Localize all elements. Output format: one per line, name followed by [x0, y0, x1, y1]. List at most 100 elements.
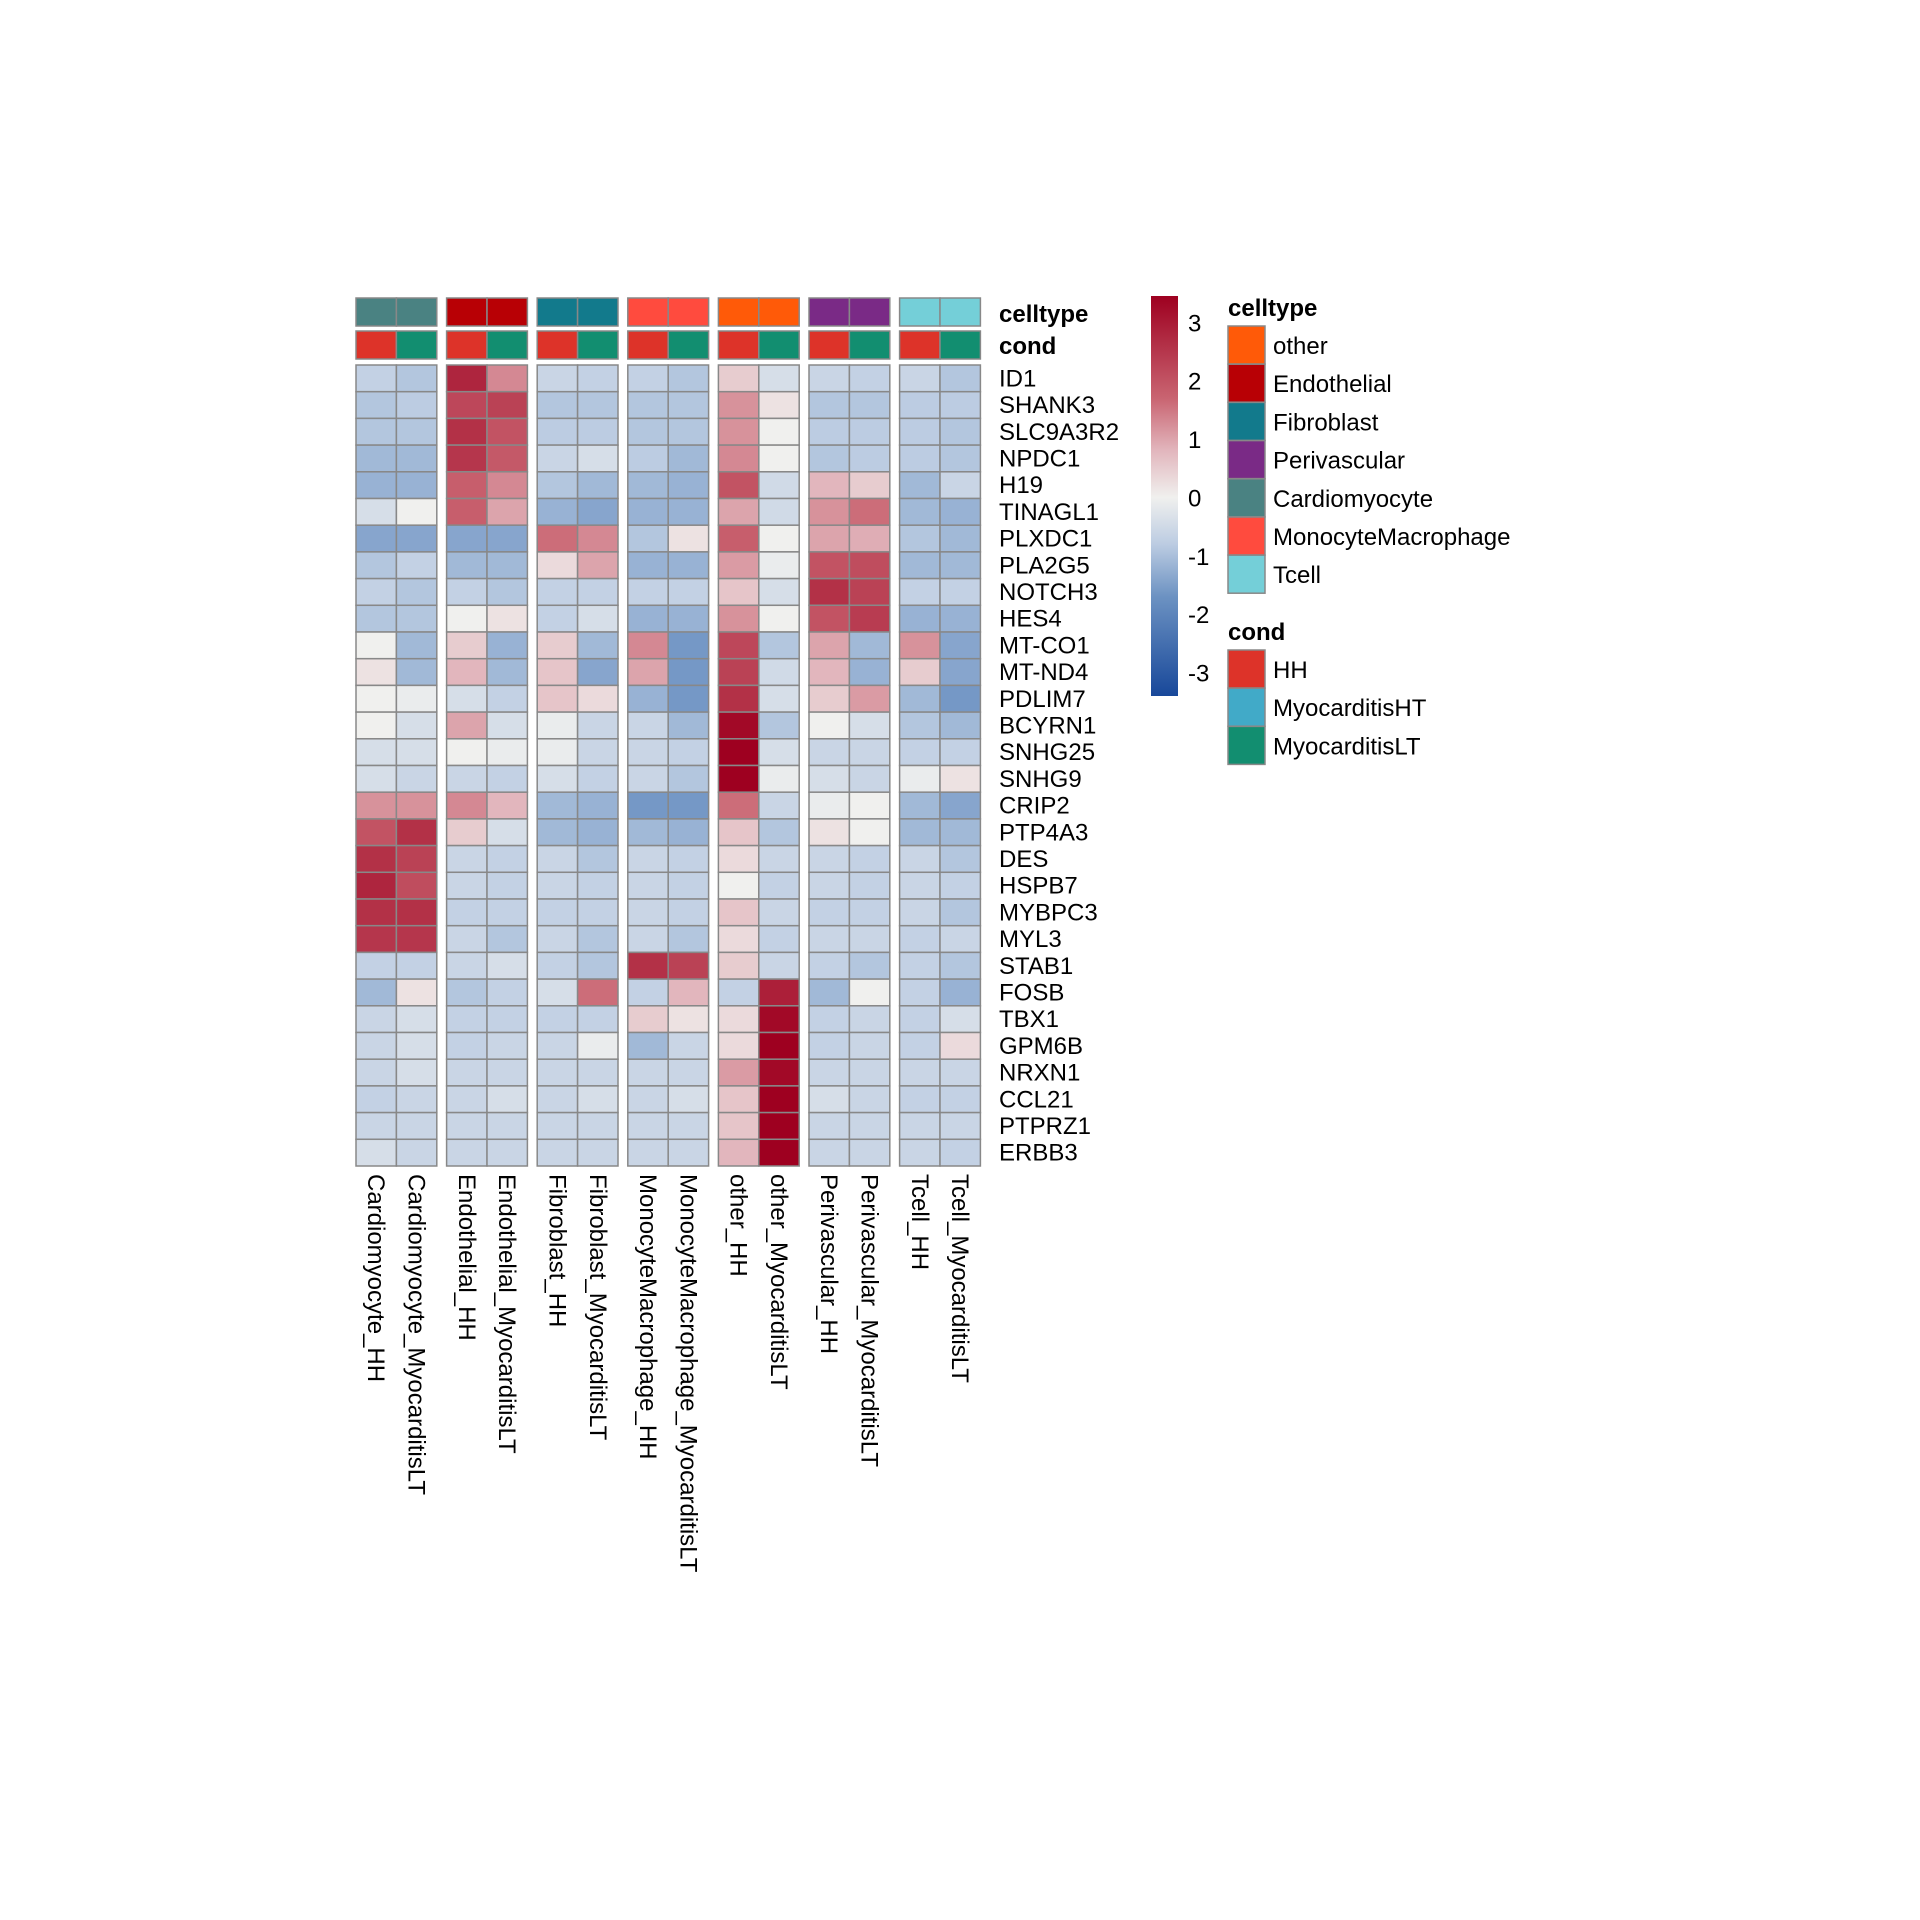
heatmap-cell: [939, 524, 982, 553]
heatmap-cell: [576, 764, 619, 793]
heatmap-cell: [808, 577, 851, 607]
heatmap-cell: [808, 1111, 851, 1141]
heatmap-cell: [808, 898, 851, 927]
heatmap-cell: [758, 1005, 800, 1034]
heatmap-cell: [627, 978, 669, 1007]
heatmap-cell: [445, 1085, 488, 1114]
row-label: PLXDC1: [999, 526, 1092, 553]
heatmap-cell: [486, 764, 529, 793]
heatmap-cell: [355, 684, 398, 713]
cond-annotation-cell: [758, 330, 800, 360]
heatmap-cell: [355, 1111, 398, 1141]
heatmap-cell: [627, 497, 669, 526]
heatmap-cell: [486, 471, 529, 500]
heatmap-cell: [808, 818, 851, 847]
heatmap-cell: [939, 871, 982, 900]
heatmap-cell: [355, 1138, 398, 1167]
heatmap-cell: [758, 978, 800, 1007]
heatmap-cell: [536, 1058, 579, 1087]
heatmap-cell: [667, 1111, 710, 1141]
heatmap-cell: [445, 390, 488, 420]
heatmap-cell: [848, 497, 891, 526]
heatmap-cell: [536, 1031, 579, 1060]
heatmap-cell: [395, 390, 438, 420]
row-label: PLA2G5: [999, 552, 1090, 579]
heatmap-cell: [576, 871, 619, 900]
heatmap-cell: [898, 1031, 941, 1060]
heatmap-cell: [486, 951, 529, 980]
heatmap-cell: [758, 818, 800, 847]
heatmap-cell: [536, 898, 579, 927]
celltype-annotation-cell: [667, 297, 710, 327]
heatmap-cell: [848, 738, 891, 767]
heatmap-cell: [576, 818, 619, 847]
heatmap-cell: [536, 657, 579, 687]
heatmap-cell: [576, 657, 619, 687]
heatmap-cell: [627, 417, 669, 446]
column-label: MonocyteMacrophage_HH: [634, 1174, 661, 1459]
heatmap-cell: [486, 524, 529, 553]
heatmap-cell: [445, 497, 488, 526]
heatmap-cell: [395, 497, 438, 526]
heatmap-cell: [395, 871, 438, 900]
heatmap-cell: [445, 444, 488, 473]
heatmap-cell: [808, 390, 851, 420]
heatmap-cell: [627, 444, 669, 473]
heatmap-cell: [898, 871, 941, 900]
heatmap-cell: [939, 924, 982, 954]
heatmap-cell: [576, 844, 619, 874]
heatmap-cell: [898, 684, 941, 713]
heatmap-cell: [627, 657, 669, 687]
heatmap-cell: [486, 390, 529, 420]
heatmap-cell: [395, 551, 438, 580]
heatmap-cell: [939, 364, 982, 393]
cond-legend-label: MyocarditisLT: [1273, 733, 1421, 760]
heatmap-cell: [667, 978, 710, 1007]
heatmap-cell: [536, 631, 579, 660]
heatmap-cell: [445, 1138, 488, 1167]
heatmap-cell: [445, 791, 488, 820]
row-label: GPM6B: [999, 1033, 1083, 1060]
heatmap-cell: [898, 818, 941, 847]
heatmap-cell: [898, 577, 941, 607]
heatmap-cell: [758, 1031, 800, 1060]
cond-annotation-cell: [576, 330, 619, 360]
heatmap-cell: [808, 1031, 851, 1060]
heatmap-cell: [758, 871, 800, 900]
heatmap-cell: [445, 471, 488, 500]
heatmap-cell: [395, 657, 438, 687]
heatmap-cell: [848, 898, 891, 927]
heatmap-cell: [898, 924, 941, 954]
heatmap-cell: [576, 551, 619, 580]
heatmap-cell: [898, 844, 941, 874]
heatmap-cell: [576, 631, 619, 660]
cond-annotation-cell: [627, 330, 669, 360]
heatmap-cell: [395, 818, 438, 847]
heatmap-cell: [898, 471, 941, 500]
heatmap-cell: [576, 497, 619, 526]
cond-annotation-cell: [536, 330, 579, 360]
celltype-annotation-cell: [627, 297, 669, 327]
heatmap-cell: [445, 364, 488, 393]
heatmap-cell: [627, 364, 669, 393]
colorbar-tick-label: 0: [1188, 485, 1201, 512]
heatmap-cell: [667, 711, 710, 740]
heatmap-cell: [939, 711, 982, 740]
heatmap-cell: [355, 577, 398, 607]
cond-annotation-cell: [395, 330, 438, 360]
heatmap-cell: [717, 818, 760, 847]
heatmap-cell: [898, 657, 941, 687]
celltype-annotation-cell: [355, 297, 398, 327]
cond-legend-swatch: [1227, 649, 1266, 689]
heatmap-cell: [536, 1111, 579, 1141]
heatmap-cell: [486, 364, 529, 393]
heatmap-cell: [717, 1138, 760, 1167]
heatmap-cell: [717, 417, 760, 446]
heatmap-cell: [536, 604, 579, 633]
heatmap-cell: [445, 577, 488, 607]
heatmap-cell: [758, 604, 800, 633]
heatmap-cell: [576, 417, 619, 446]
heatmap-cell: [667, 524, 710, 553]
heatmap-cell: [717, 524, 760, 553]
